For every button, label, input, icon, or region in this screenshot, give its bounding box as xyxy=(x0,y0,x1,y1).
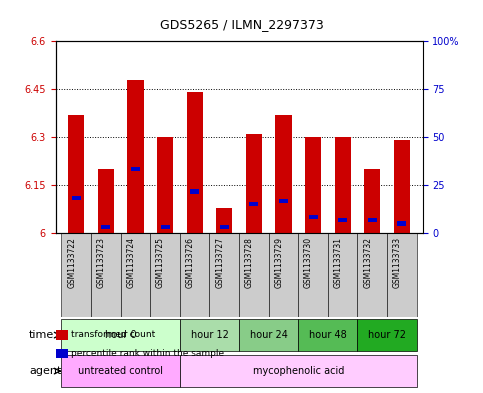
FancyBboxPatch shape xyxy=(298,233,328,317)
Bar xyxy=(68,115,85,233)
Text: percentile rank within the sample: percentile rank within the sample xyxy=(71,349,224,358)
Text: GSM1133725: GSM1133725 xyxy=(156,237,165,288)
FancyBboxPatch shape xyxy=(150,233,180,317)
FancyBboxPatch shape xyxy=(328,233,357,317)
FancyBboxPatch shape xyxy=(357,233,387,317)
Bar xyxy=(131,167,140,171)
Text: GSM1133733: GSM1133733 xyxy=(393,237,402,288)
FancyBboxPatch shape xyxy=(298,319,357,351)
Text: hour 48: hour 48 xyxy=(309,330,347,340)
Text: mycophenolic acid: mycophenolic acid xyxy=(253,366,344,376)
Text: GSM1133722: GSM1133722 xyxy=(67,237,76,288)
Text: GSM1133723: GSM1133723 xyxy=(97,237,106,288)
Bar xyxy=(368,218,377,222)
Bar xyxy=(216,208,232,233)
Bar xyxy=(275,115,292,233)
Bar xyxy=(128,80,143,233)
Text: time: time xyxy=(29,330,54,340)
FancyBboxPatch shape xyxy=(210,233,239,317)
Text: GSM1133729: GSM1133729 xyxy=(274,237,284,288)
Bar xyxy=(190,189,199,194)
Text: GSM1133730: GSM1133730 xyxy=(304,237,313,288)
Text: GSM1133731: GSM1133731 xyxy=(334,237,343,288)
FancyBboxPatch shape xyxy=(121,233,150,317)
Bar xyxy=(249,202,258,206)
Text: GDS5265 / ILMN_2297373: GDS5265 / ILMN_2297373 xyxy=(159,18,324,31)
FancyBboxPatch shape xyxy=(61,319,180,351)
Text: agent: agent xyxy=(29,366,61,376)
Bar xyxy=(101,225,110,229)
Text: transformed count: transformed count xyxy=(71,330,155,339)
Bar xyxy=(220,225,229,229)
FancyBboxPatch shape xyxy=(61,355,180,387)
FancyBboxPatch shape xyxy=(239,233,269,317)
Bar xyxy=(161,225,170,229)
Bar xyxy=(186,92,203,233)
Text: GSM1133724: GSM1133724 xyxy=(127,237,135,288)
Bar xyxy=(394,140,410,233)
FancyBboxPatch shape xyxy=(269,233,298,317)
Text: GSM1133727: GSM1133727 xyxy=(215,237,224,288)
FancyBboxPatch shape xyxy=(357,319,417,351)
FancyBboxPatch shape xyxy=(180,355,417,387)
Bar xyxy=(364,169,381,233)
Bar xyxy=(338,218,347,222)
FancyBboxPatch shape xyxy=(180,233,210,317)
Bar xyxy=(335,137,351,233)
Bar xyxy=(98,169,114,233)
FancyBboxPatch shape xyxy=(387,233,417,317)
Bar xyxy=(246,134,262,233)
Bar xyxy=(305,137,321,233)
Text: GSM1133726: GSM1133726 xyxy=(185,237,195,288)
Text: hour 0: hour 0 xyxy=(105,330,137,340)
FancyBboxPatch shape xyxy=(91,233,121,317)
Bar xyxy=(398,221,406,226)
Bar xyxy=(72,196,81,200)
Text: untreated control: untreated control xyxy=(78,366,163,376)
Bar xyxy=(279,199,288,203)
Text: hour 72: hour 72 xyxy=(368,330,406,340)
Text: hour 12: hour 12 xyxy=(191,330,228,340)
FancyBboxPatch shape xyxy=(61,233,91,317)
Text: GSM1133728: GSM1133728 xyxy=(245,237,254,288)
Bar xyxy=(309,215,317,219)
Text: hour 24: hour 24 xyxy=(250,330,287,340)
FancyBboxPatch shape xyxy=(180,319,239,351)
Bar xyxy=(157,137,173,233)
Text: GSM1133732: GSM1133732 xyxy=(363,237,372,288)
FancyBboxPatch shape xyxy=(239,319,298,351)
